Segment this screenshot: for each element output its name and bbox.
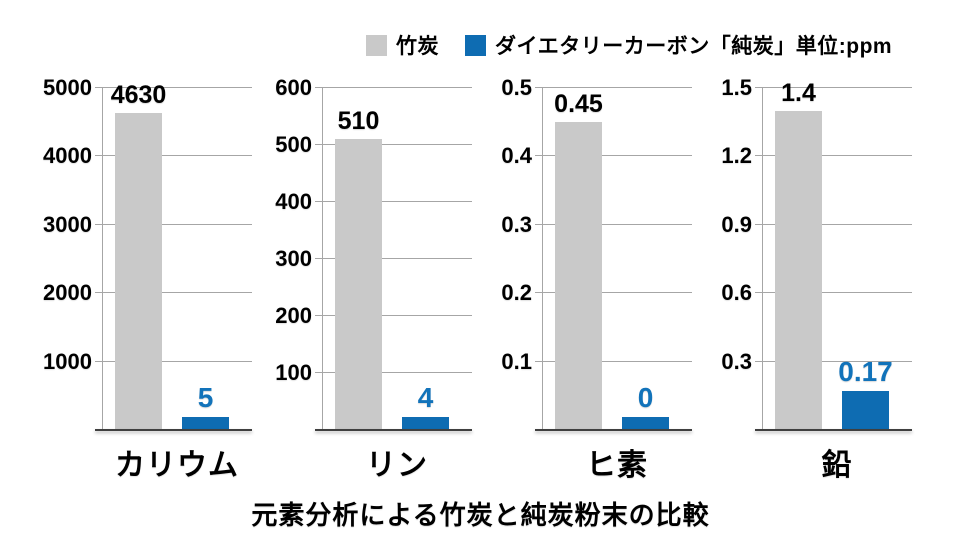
pure-carbon-swatch-icon	[465, 34, 486, 56]
pure-carbon-bar	[622, 417, 669, 430]
chart-panel: 0.3 0.6 0.9 1.2 1.5 1.4 0.17 鉛	[692, 77, 912, 484]
bamboo-bar	[335, 139, 382, 430]
y-tick-label: 3000	[43, 211, 92, 237]
gridline	[95, 155, 252, 157]
y-tick-label: 100	[275, 360, 312, 385]
y-tick-label: 300	[275, 246, 312, 271]
y-tick-label: 5000	[43, 75, 92, 100]
charts-row: 1000 2000 3000 4000 5000 4630 5 カリウム 100 200 30…	[32, 77, 912, 484]
gridline	[95, 223, 252, 225]
gridline	[95, 87, 252, 88]
pure-carbon-bar-value: 4	[417, 382, 434, 413]
y-tick-label: 400	[275, 189, 312, 214]
x-axis-baseline	[315, 429, 472, 431]
legend-item: ダイエタリーカーボン「純炭」単位:ppm	[465, 30, 892, 60]
category-label: 鉛	[821, 449, 853, 482]
legend-label: 竹炭	[396, 35, 439, 58]
gridline	[95, 292, 252, 294]
category-label: カリウム	[115, 449, 239, 482]
legend-item: 竹炭	[366, 30, 439, 60]
gridline	[535, 155, 692, 157]
bamboo-charcoal-swatch-icon	[366, 34, 387, 56]
y-tick-label: 0.5	[501, 75, 532, 100]
gridline	[95, 360, 252, 362]
y-tick-label: 2000	[43, 280, 92, 306]
chart-title: 元素分析による竹炭と純炭粉末の比較	[251, 500, 710, 530]
y-axis-line	[102, 88, 103, 430]
gridline	[755, 87, 912, 88]
plot-column: 0.45 0 ヒ素	[535, 87, 692, 484]
y-axis-line	[542, 88, 543, 430]
gridline	[535, 292, 692, 294]
y-tick-label: 0.6	[721, 280, 752, 306]
x-axis-baseline	[755, 429, 912, 431]
chart-panel: 0.1 0.2 0.3 0.4 0.5 0.45 0 ヒ素	[472, 77, 692, 484]
legend-label: ダイエタリーカーボン「純炭」単位:ppm	[495, 35, 893, 58]
gridline	[315, 258, 472, 259]
bamboo-bar-value: 510	[337, 107, 380, 136]
gridline	[535, 360, 692, 362]
pure-carbon-bar-value: 0.17	[838, 356, 893, 388]
y-tick-label: 1.2	[721, 143, 752, 169]
gridline	[755, 155, 912, 157]
y-tick-label: 0.9	[721, 211, 752, 237]
pure-carbon-bar	[402, 417, 449, 430]
plot-column: 1.4 0.17 鉛	[755, 80, 912, 484]
y-axis-ticks: 0.1 0.2 0.3 0.4 0.5	[472, 77, 542, 430]
y-axis-line	[762, 88, 763, 430]
gridline	[535, 223, 692, 225]
plot-area: 1.4 0.17	[755, 80, 912, 431]
y-axis-ticks: 0.3 0.6 0.9 1.2 1.5	[692, 77, 762, 430]
bamboo-bar	[115, 113, 162, 430]
y-axis-ticks: 1000 2000 3000 4000 5000	[32, 77, 102, 430]
chart-panel: 100 200 300 400 500 600 510 4 リン	[252, 77, 472, 484]
gridline	[315, 87, 472, 88]
plot-area: 510 4	[315, 87, 472, 431]
category-label: ヒ素	[586, 449, 648, 482]
x-axis-baseline	[95, 429, 252, 431]
y-tick-label: 1.5	[721, 75, 752, 100]
y-tick-label: 0.3	[721, 348, 752, 374]
gridline	[755, 223, 912, 225]
y-tick-label: 600	[275, 75, 312, 100]
bamboo-bar-value: 1.4	[781, 78, 816, 107]
gridline	[755, 360, 912, 362]
category-label: リン	[366, 449, 428, 482]
y-tick-label: 500	[275, 132, 312, 157]
legend: 竹炭 ダイエタリーカーボン「純炭」単位:ppm	[366, 30, 892, 60]
gridline	[755, 292, 912, 294]
gridline	[315, 201, 472, 202]
y-tick-label: 0.4	[501, 143, 532, 169]
gridline	[315, 315, 472, 316]
y-tick-label: 0.3	[501, 211, 532, 237]
plot-column: 510 4 リン	[315, 87, 472, 484]
gridline	[535, 87, 692, 88]
y-tick-label: 200	[275, 303, 312, 328]
y-tick-label: 4000	[43, 143, 92, 169]
bamboo-bar-value: 4630	[110, 81, 167, 110]
gridline	[315, 144, 472, 145]
y-tick-label: 0.2	[501, 280, 532, 306]
pure-carbon-bar-value: 5	[197, 382, 214, 413]
chart-panel: 1000 2000 3000 4000 5000 4630 5 カリウム	[32, 77, 252, 484]
pure-carbon-bar	[182, 417, 229, 430]
bamboo-bar	[775, 110, 822, 430]
gridline	[315, 372, 472, 373]
y-tick-label: 1000	[43, 348, 92, 374]
bamboo-bar	[555, 122, 602, 430]
bamboo-bar-value: 0.45	[554, 90, 603, 119]
plot-column: 4630 5 カリウム	[95, 83, 252, 484]
x-axis-baseline	[535, 429, 692, 431]
plot-area: 4630 5	[95, 83, 252, 431]
y-tick-label: 0.1	[501, 348, 532, 374]
y-axis-line	[322, 88, 323, 430]
y-axis-ticks: 100 200 300 400 500 600	[252, 77, 322, 430]
pure-carbon-bar	[842, 391, 889, 430]
plot-area: 0.45 0	[535, 87, 692, 431]
pure-carbon-bar-value: 0	[637, 382, 654, 413]
